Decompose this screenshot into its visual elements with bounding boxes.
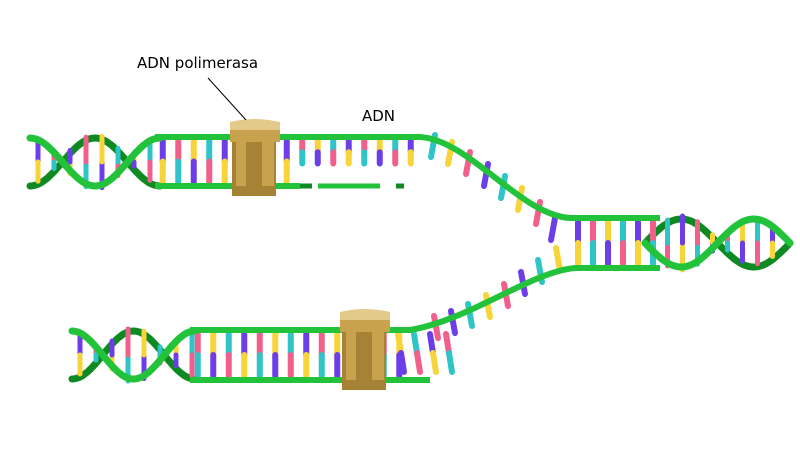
- base-pair-half: [395, 331, 404, 356]
- lower-parental-strand: [200, 265, 660, 333]
- base-pair-half: [411, 331, 420, 356]
- base-pair-half: [443, 331, 452, 356]
- dna-label: ADN: [362, 107, 395, 125]
- base-pair-half: [446, 350, 455, 375]
- base-pair-half: [414, 350, 423, 375]
- single-strand-base: [548, 215, 558, 243]
- single-strand-base: [553, 245, 563, 273]
- polymerase-label: ADN polimerasa: [137, 54, 258, 72]
- dna-polymerase-lower: [340, 309, 390, 390]
- base-pair-half: [430, 350, 439, 375]
- single-strand-base: [483, 292, 493, 320]
- single-strand-base: [481, 161, 491, 189]
- polymerase-leader-line: [207, 77, 247, 121]
- upper-left-helix-strand-a: [26, 134, 164, 190]
- base-pair-half: [398, 350, 407, 375]
- parent-helix-strand-a: [641, 215, 794, 271]
- single-strand-base: [431, 313, 441, 341]
- upper-parental-strand: [240, 134, 660, 221]
- upper-left-helix-strand-b: [26, 134, 164, 190]
- lower-left-helix-strand-a: [68, 327, 199, 383]
- base-pair-half: [427, 331, 436, 356]
- dna-polymerase-upper: [230, 119, 280, 196]
